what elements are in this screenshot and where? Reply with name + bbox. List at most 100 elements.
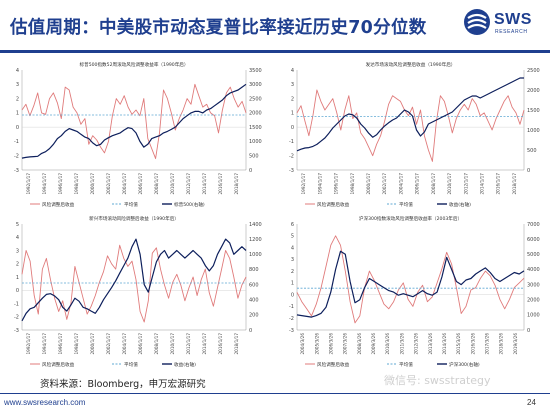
x-tick-label: 2017/3/26 <box>485 333 490 355</box>
x-tick-label: 2015/3/26 <box>456 333 461 355</box>
x-tick-label: 2004/3/26 <box>300 333 305 355</box>
x-tick-label: 2016/1/17 <box>218 333 223 355</box>
x-tick-label: 1994/1/17 <box>42 173 47 195</box>
y-tick-label-left: -2 <box>14 154 19 160</box>
logo-subtext: RESEARCH <box>495 29 528 35</box>
legend-label: 平均值 <box>399 201 413 208</box>
y-tick-label-left: 4 <box>291 245 294 251</box>
y-tick-label-right: 7000 <box>527 222 540 228</box>
x-tick-label: 2018/1/17 <box>512 173 517 195</box>
x-tick-label: 2006/3/26 <box>328 333 333 355</box>
y-tick-label-right: 5000 <box>527 252 540 258</box>
y-tick-label-right: 0 <box>527 328 530 334</box>
legend-label: 标普500(右轴) <box>174 201 205 208</box>
x-tick-label: 2010/1/17 <box>170 333 175 355</box>
x-tick-label: 2002/1/17 <box>106 173 111 195</box>
legend-label: 收益(右轴) <box>449 201 471 208</box>
y-tick-label-left: 2 <box>291 269 294 275</box>
x-tick-label: 2014/1/17 <box>479 173 484 195</box>
y-tick-label-right: 3000 <box>249 82 262 88</box>
x-tick-label: 2002/1/17 <box>106 333 111 355</box>
y-tick-label-left: -2 <box>289 316 294 322</box>
x-tick-label: 2016/1/17 <box>496 173 501 195</box>
y-tick-label-right: 2000 <box>249 111 262 117</box>
series-line-index <box>296 250 525 318</box>
y-tick-label-right: 2000 <box>527 88 540 94</box>
x-tick-label: 2006/1/17 <box>138 173 143 195</box>
wechat-watermark: 微信号: swsstrategy <box>384 374 491 387</box>
x-tick-label: 2004/1/17 <box>122 173 127 195</box>
y-tick-label-left: 1 <box>291 281 294 287</box>
legend-label: 风险调整后收益 <box>317 361 350 368</box>
y-tick-label-left: -3 <box>289 328 294 334</box>
y-tick-label-left: 1 <box>16 275 19 281</box>
y-tick-label-right: 0 <box>249 168 252 174</box>
y-tick-label-right: 1000 <box>527 313 540 319</box>
x-tick-label: 2010/1/17 <box>447 173 452 195</box>
x-tick-label: 2012/3/26 <box>414 333 419 355</box>
chart-emerging-markets-sharpe: 新兴市场滚动风险调整后收益（1990年后） 5 4 3 2 1 0 -1 -2 -3 1400 120… <box>0 212 272 370</box>
x-tick-label: 2018/1/17 <box>234 333 239 355</box>
data-source-note: 资料来源：Bloomberg，申万宏源研究 <box>40 379 206 390</box>
y-tick-label-left: 5 <box>291 234 294 240</box>
series-line-risk-adjusted <box>21 244 247 323</box>
x-tick-label: 2004/1/17 <box>398 173 403 195</box>
legend-label: 沪深300(右轴) <box>449 361 480 368</box>
x-tick-label: 1992/1/17 <box>26 333 31 355</box>
y-tick-label-left: -2 <box>289 154 294 160</box>
legend-label: 风险调整后收益 <box>42 361 75 368</box>
y-tick-label-left: -1 <box>14 301 19 307</box>
y-tick-label-left: 1 <box>291 111 294 117</box>
series-line-risk-adjusted <box>21 83 247 160</box>
y-tick-label-left: 4 <box>16 68 19 74</box>
legend-label: 平均值 <box>124 361 138 368</box>
x-tick-label: 1996/1/17 <box>58 173 63 195</box>
logo-text: SWS <box>494 11 532 28</box>
x-tick-label: 2009/3/26 <box>371 333 376 355</box>
y-tick-label-right: 3000 <box>527 282 540 288</box>
x-tick-label: 1996/1/17 <box>334 173 339 195</box>
x-tick-label: 2011/3/26 <box>399 333 404 355</box>
x-tick-label: 2013/3/26 <box>428 333 433 355</box>
x-tick-label: 2007/3/26 <box>343 333 348 355</box>
y-tick-label-right: 2500 <box>527 68 540 74</box>
legend-label: 平均值 <box>124 201 138 208</box>
y-tick-label-right: 600 <box>249 282 259 288</box>
y-tick-label-right: 1000 <box>249 139 262 145</box>
x-tick-label: 2014/1/17 <box>202 333 207 355</box>
y-tick-label-left: 4 <box>16 235 19 241</box>
chart-canvas: 沪深300指数滚动风险调整后收益率（2003年后） 6 5 4 3 2 1 0 -1 -2 -3 70… <box>289 215 540 368</box>
footer-url[interactable]: www.swsresearch.com <box>4 398 86 407</box>
y-tick-label-left: -3 <box>14 328 19 334</box>
x-tick-label: 2000/1/17 <box>366 173 371 195</box>
x-tick-label: 2016/3/26 <box>470 333 475 355</box>
y-tick-label-left: 2 <box>16 262 19 268</box>
chart-canvas: 新兴市场滚动风险调整后收益（1990年后） 5 4 3 2 1 0 -1 -2 -3 1400 120… <box>14 215 262 368</box>
y-tick-label-right: 2000 <box>527 298 540 304</box>
x-tick-label: 2000/1/17 <box>90 333 95 355</box>
x-tick-label: 2008/1/17 <box>431 173 436 195</box>
series-line-index <box>296 77 524 152</box>
x-tick-label: 2008/3/26 <box>357 333 362 355</box>
x-tick-label: 1998/1/17 <box>74 173 79 195</box>
x-tick-label: 1998/1/17 <box>74 333 79 355</box>
y-tick-label-left: 2 <box>291 96 294 102</box>
y-tick-label-left: 3 <box>291 257 294 263</box>
series-line-index <box>21 238 247 322</box>
chart-sp500-sharpe: 标普500指数52周滚动风险调整收益率（1990年后） 4 3 2 1 0 -1 -2 -3 35… <box>0 58 272 210</box>
legend-label: 风险调整后收益 <box>42 201 75 208</box>
chart-title: 新兴市场滚动风险调整后收益（1990年后） <box>89 215 179 222</box>
y-tick-label-left: -3 <box>14 168 19 174</box>
y-tick-label-left: 0 <box>16 288 19 294</box>
chart-canvas: 发达市场滚动风险调整后收益（1990年后） 4 3 2 1 0 -1 -2 -3 2500 2000… <box>289 61 540 208</box>
y-tick-label-left: 0 <box>291 292 294 298</box>
legend-label: 平均值 <box>399 361 413 368</box>
y-tick-label-right: 3500 <box>249 68 262 74</box>
x-tick-label: 2000/1/17 <box>90 173 95 195</box>
y-tick-label-left: 5 <box>16 222 19 228</box>
x-tick-label: 2012/1/17 <box>186 173 191 195</box>
y-tick-label-left: -1 <box>14 139 19 145</box>
page-title: 估值周期：中美股市动态夏普比率接近历史70分位数 <box>10 18 427 38</box>
chart-title: 标普500指数52周滚动风险调整收益率（1990年后） <box>80 61 189 68</box>
x-tick-label: 1992/1/17 <box>301 173 306 195</box>
